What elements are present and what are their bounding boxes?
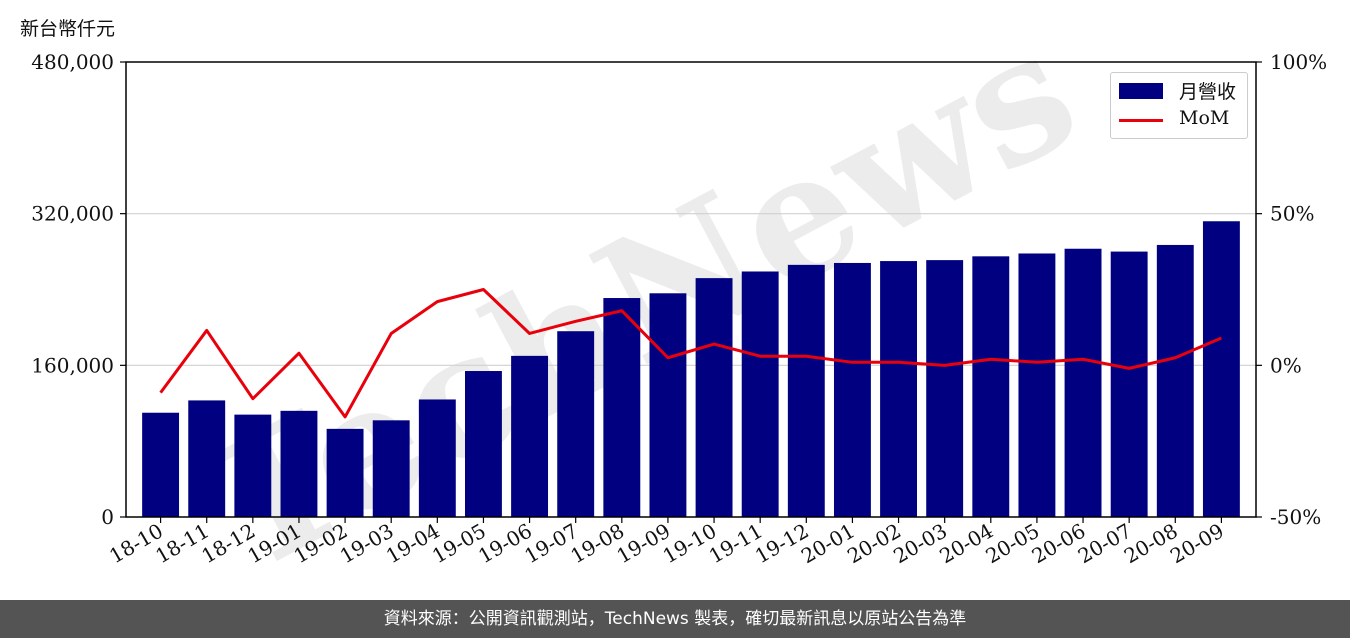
legend-item-revenue: 月營收 xyxy=(1111,75,1247,103)
bar xyxy=(1202,221,1240,517)
legend-line-swatch xyxy=(1119,119,1163,122)
bar xyxy=(418,399,456,517)
legend-bar-swatch xyxy=(1119,83,1163,99)
bar xyxy=(1064,248,1102,518)
bar xyxy=(926,260,964,517)
bar xyxy=(280,410,318,517)
plot-frame xyxy=(125,61,1257,518)
left-tick-label: 0 xyxy=(101,505,114,529)
bar xyxy=(1156,244,1194,517)
left-tick-label: 160,000 xyxy=(31,353,114,377)
bar xyxy=(603,298,641,517)
right-tick-label: 100% xyxy=(1270,50,1327,74)
bar xyxy=(326,428,364,517)
chart-legend: 月營收 MoM xyxy=(1110,72,1248,139)
chart-area: 新台幣仟元 TechNews 0 160,000 320,000 480,000 -50%… xyxy=(20,0,1327,600)
bar xyxy=(972,256,1010,517)
legend-item-mom: MoM xyxy=(1111,105,1247,133)
bar xyxy=(234,414,272,517)
bar xyxy=(372,420,410,517)
bar xyxy=(465,371,502,517)
bar xyxy=(1110,251,1148,518)
bar xyxy=(695,278,733,517)
bar xyxy=(1018,253,1056,517)
legend-label-revenue: 月營收 xyxy=(1179,81,1237,103)
bar xyxy=(142,412,180,517)
source-footer: 資料來源：公開資訊觀測站，TechNews 製表，確切最新訊息以原站公告為準 xyxy=(0,600,1350,638)
chart-svg: TechNews0160,000320,000480,000-50%0%50%1… xyxy=(31,0,1327,600)
right-tick-label: -50% xyxy=(1270,505,1321,529)
bar xyxy=(787,264,825,517)
legend-label-mom: MoM xyxy=(1179,107,1230,129)
bar xyxy=(741,271,779,517)
bar xyxy=(188,400,226,517)
bar xyxy=(649,293,687,517)
bar xyxy=(880,261,917,517)
y-axis-unit-label: 新台幣仟元 xyxy=(20,18,116,40)
right-tick-label: 0% xyxy=(1270,353,1302,377)
mom-line xyxy=(159,288,1222,419)
left-tick-label: 320,000 xyxy=(31,202,114,226)
left-tick-label: 480,000 xyxy=(31,50,114,74)
bar xyxy=(511,355,549,517)
right-tick-label: 50% xyxy=(1270,202,1314,226)
x-tick-label: 20-09 xyxy=(1166,519,1228,569)
bar xyxy=(833,262,871,517)
bar xyxy=(557,331,595,517)
